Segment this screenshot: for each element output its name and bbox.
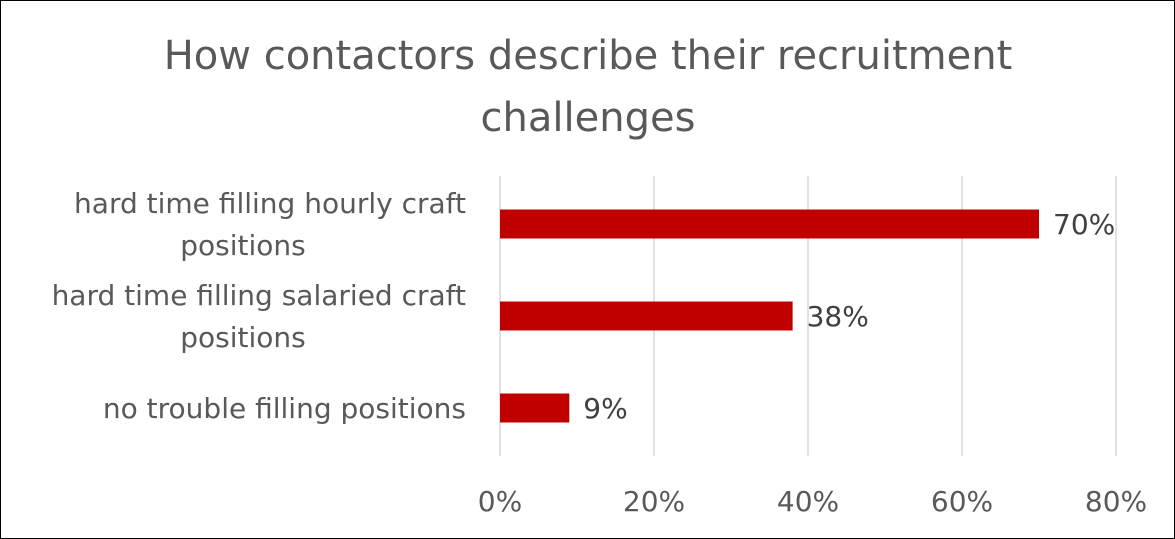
x-tick-label: 60% bbox=[931, 485, 993, 518]
x-tick-label: 40% bbox=[777, 485, 839, 518]
data-labels: 70% 38% 9% bbox=[583, 208, 1115, 425]
chart-title: How contactors describe their recruitmen… bbox=[164, 33, 1013, 141]
data-label: 70% bbox=[1053, 208, 1115, 241]
bar bbox=[500, 301, 793, 331]
category-label: no trouble filling positions bbox=[103, 392, 466, 425]
category-labels: hard time filling hourly craft positions h… bbox=[52, 187, 466, 425]
category-label: hard time filling hourly craft bbox=[74, 187, 466, 220]
bar bbox=[500, 209, 1039, 239]
x-tick-label: 20% bbox=[623, 485, 685, 518]
chart-title-line: How contactors describe their recruitmen… bbox=[164, 33, 1013, 79]
category-label: positions bbox=[180, 321, 306, 354]
x-tick-label: 0% bbox=[478, 485, 522, 518]
bar bbox=[500, 393, 570, 423]
chart-title-line: challenges bbox=[481, 95, 696, 141]
category-label: hard time filling salaried craft bbox=[52, 279, 466, 312]
data-label: 9% bbox=[583, 392, 627, 425]
data-label: 38% bbox=[807, 300, 869, 333]
category-label: positions bbox=[180, 229, 306, 262]
x-tick-label: 80% bbox=[1085, 485, 1147, 518]
x-axis-ticks: 0% 20% 40% 60% 80% bbox=[478, 485, 1147, 518]
bars bbox=[500, 209, 1039, 423]
